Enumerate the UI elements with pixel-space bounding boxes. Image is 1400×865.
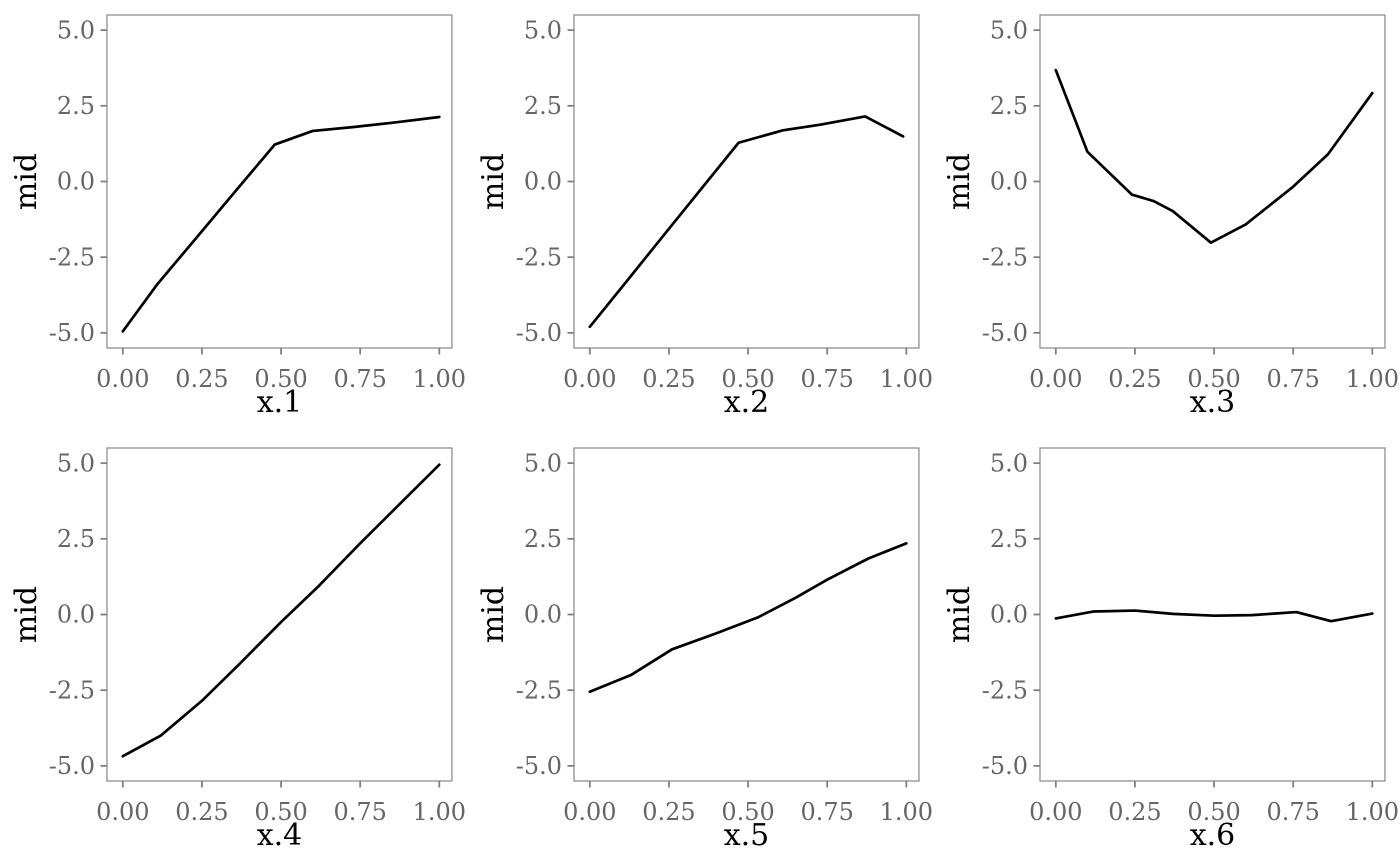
x-tick-label: 0.00 bbox=[96, 798, 149, 826]
x-tick-label: 0.50 bbox=[721, 365, 774, 393]
x-tick-label: 0.00 bbox=[563, 798, 616, 826]
y-tick-label: 0.0 bbox=[57, 168, 95, 196]
line-series bbox=[1054, 608, 1374, 623]
y-axis-title: mid bbox=[476, 153, 511, 210]
y-tick-label: 5.0 bbox=[523, 16, 561, 44]
subplot-x4: 5.0 2.5 0.0 -2.5 -5.0 0.00 0.25 0.50 0.75 1.00 x.4… bbox=[0, 433, 467, 865]
y-tick-label: 2.5 bbox=[57, 92, 95, 120]
x-tick-label: 0.25 bbox=[642, 798, 695, 826]
x-axis-title: x.4 bbox=[257, 817, 303, 852]
y-tick-label: 0.0 bbox=[990, 600, 1028, 628]
y-tick-label: -2.5 bbox=[982, 676, 1028, 704]
x-tick-label: 1.00 bbox=[413, 365, 466, 393]
x-tick-label: 0.75 bbox=[1267, 798, 1320, 826]
subplot-x5: 5.0 2.5 0.0 -2.5 -5.0 0.00 0.25 0.50 0.75 1.00 x.5… bbox=[467, 433, 934, 865]
plot-panel bbox=[106, 446, 453, 782]
y-axis-title: mid bbox=[9, 153, 44, 210]
y-tick-label: -5.0 bbox=[49, 752, 95, 780]
y-tick-label: -2.5 bbox=[49, 243, 95, 271]
y-tick-label: 5.0 bbox=[523, 449, 561, 477]
x-tick-label: 0.50 bbox=[721, 798, 774, 826]
x-tick-label: 0.75 bbox=[333, 365, 386, 393]
subplot-x3: 5.0 2.5 0.0 -2.5 -5.0 0.00 0.25 0.50 0.75 1.00 x.3… bbox=[933, 0, 1400, 433]
x-tick-label: 0.00 bbox=[96, 365, 149, 393]
plot-panel bbox=[106, 14, 453, 349]
y-tick-label: 5.0 bbox=[57, 16, 95, 44]
y-tick-label: 5.0 bbox=[990, 16, 1028, 44]
plot-panel bbox=[572, 14, 920, 349]
x-tick-label: 0.00 bbox=[1029, 365, 1082, 393]
y-tick-label: 2.5 bbox=[523, 524, 561, 552]
y-tick-label: 0.0 bbox=[523, 600, 561, 628]
chart-svg: 5.0 2.5 0.0 -2.5 -5.00.00 0.25 0.50 0.75 1.00 x.4… bbox=[9, 446, 466, 853]
subplot-x2: 5.0 2.5 0.0 -2.5 -5.0 0.00 0.25 0.50 0.75 1.00 x.2… bbox=[467, 0, 934, 433]
x-tick-label: 1.00 bbox=[879, 365, 932, 393]
x-axis-title: x.3 bbox=[1190, 385, 1236, 420]
chart-svg: 5.0 2.5 0.0 -2.5 -5.00.00 0.25 0.50 0.75 1.00 x.6… bbox=[942, 446, 1399, 853]
x-tick-label: 1.00 bbox=[413, 798, 466, 826]
subplot-x1: 5.0 2.5 0.0 -2.5 -5.0 0.00 0.25 0.50 0.75 1.00 x.1… bbox=[0, 0, 467, 433]
x-tick-label: 0.50 bbox=[1188, 798, 1241, 826]
x-tick-label: 0.00 bbox=[1029, 798, 1082, 826]
x-tick-label: 0.25 bbox=[642, 365, 695, 393]
chart-svg: 5.0 2.5 0.0 -2.5 -5.00.00 0.25 0.50 0.75 1.00 x.5… bbox=[476, 446, 933, 853]
y-tick-label: -5.0 bbox=[515, 752, 561, 780]
x-tick-label: 1.00 bbox=[1346, 365, 1399, 393]
y-tick-label: 2.5 bbox=[57, 524, 95, 552]
x-tick-label: 0.25 bbox=[175, 365, 228, 393]
y-tick-label: -2.5 bbox=[515, 676, 561, 704]
line-series bbox=[121, 115, 441, 333]
y-tick-label: -2.5 bbox=[515, 243, 561, 271]
x-tick-label: 0.50 bbox=[254, 365, 307, 393]
y-tick-label: 0.0 bbox=[523, 168, 561, 196]
x-tick-label: 0.00 bbox=[563, 365, 616, 393]
y-axis-title: mid bbox=[9, 585, 44, 642]
y-tick-label: 5.0 bbox=[990, 449, 1028, 477]
x-tick-label: 0.75 bbox=[800, 365, 853, 393]
y-axis-title: mid bbox=[942, 153, 977, 210]
plot-panel bbox=[572, 446, 920, 782]
x-axis-title: x.5 bbox=[723, 817, 769, 852]
subplot-x6: 5.0 2.5 0.0 -2.5 -5.0 0.00 0.25 0.50 0.75 1.00 x.6… bbox=[933, 433, 1400, 865]
x-tick-label: 0.50 bbox=[254, 798, 307, 826]
x-axis-title: x.2 bbox=[723, 385, 769, 420]
y-tick-label: -5.0 bbox=[982, 319, 1028, 347]
y-tick-label: 2.5 bbox=[990, 524, 1028, 552]
chart-svg: 5.0 2.5 0.0 -2.5 -5.00.00 0.25 0.50 0.75 1.00 x.2… bbox=[476, 14, 933, 420]
y-tick-label: -5.0 bbox=[515, 319, 561, 347]
y-tick-label: -5.0 bbox=[49, 319, 95, 347]
chart-svg: 5.0 2.5 0.0 -2.5 -5.00.00 0.25 0.50 0.75 1.00 x.1… bbox=[9, 14, 466, 420]
y-tick-label: -5.0 bbox=[982, 752, 1028, 780]
y-tick-label: 0.0 bbox=[990, 168, 1028, 196]
x-axis-title: x.6 bbox=[1190, 817, 1236, 852]
y-tick-label: -2.5 bbox=[49, 676, 95, 704]
x-tick-label: 0.25 bbox=[1109, 798, 1162, 826]
x-tick-label: 0.75 bbox=[333, 798, 386, 826]
y-tick-label: 2.5 bbox=[523, 92, 561, 120]
x-axis-title: x.1 bbox=[257, 385, 303, 420]
chart-svg: 5.0 2.5 0.0 -2.5 -5.00.00 0.25 0.50 0.75 1.00 x.3… bbox=[942, 14, 1399, 420]
plot-panel bbox=[1039, 14, 1386, 349]
y-tick-label: 2.5 bbox=[990, 92, 1028, 120]
y-tick-label: 0.0 bbox=[57, 600, 95, 628]
line-series bbox=[588, 541, 908, 693]
x-tick-label: 0.75 bbox=[800, 798, 853, 826]
x-tick-label: 0.50 bbox=[1188, 365, 1241, 393]
x-tick-label: 0.25 bbox=[1109, 365, 1162, 393]
y-tick-label: 5.0 bbox=[57, 449, 95, 477]
line-series bbox=[588, 115, 905, 329]
y-axis-title: mid bbox=[476, 585, 511, 642]
x-tick-label: 1.00 bbox=[879, 798, 932, 826]
x-tick-label: 0.75 bbox=[1267, 365, 1320, 393]
x-tick-label: 1.00 bbox=[1346, 798, 1399, 826]
y-axis-title: mid bbox=[942, 585, 977, 642]
y-tick-label: -2.5 bbox=[982, 243, 1028, 271]
x-tick-label: 0.25 bbox=[175, 798, 228, 826]
line-series bbox=[1054, 68, 1374, 244]
line-series bbox=[121, 462, 441, 758]
